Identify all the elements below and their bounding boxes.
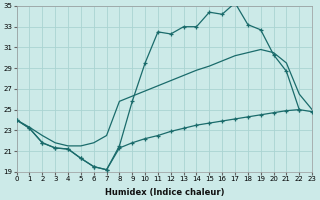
X-axis label: Humidex (Indice chaleur): Humidex (Indice chaleur) xyxy=(105,188,224,197)
